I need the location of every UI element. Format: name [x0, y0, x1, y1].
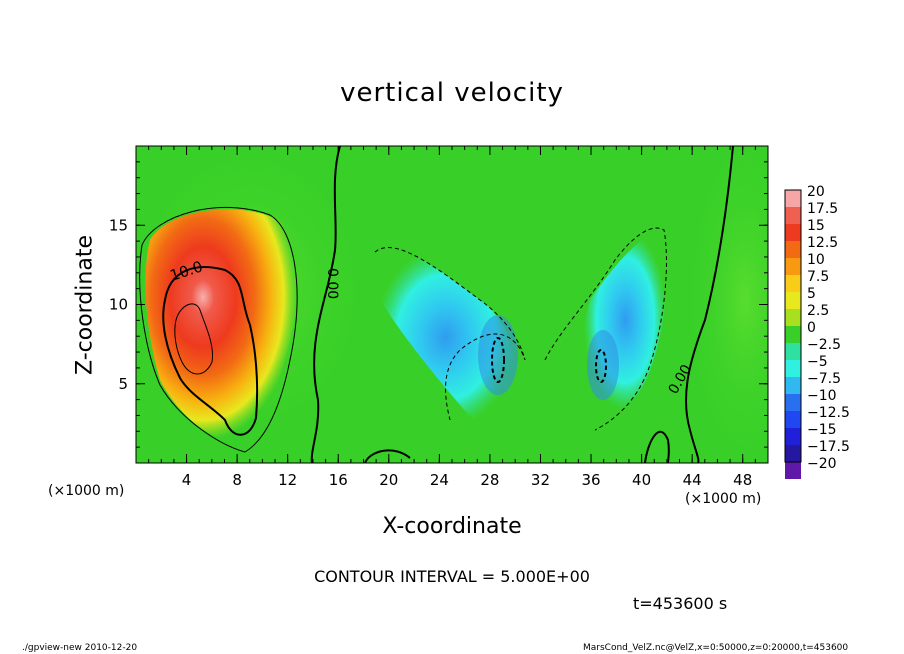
contour-label: 0.00 — [324, 268, 340, 299]
colorbar-swatch — [785, 377, 801, 394]
contour-10 — [162, 266, 259, 436]
y-tick-label: 5 — [118, 375, 128, 393]
colorbar-label: 5 — [807, 286, 816, 302]
colorbar-swatch — [785, 275, 801, 292]
x-tick-label: 48 — [733, 471, 752, 489]
y-axis-label: Z-coordinate — [72, 235, 98, 375]
colorbar-label: 17.5 — [807, 201, 838, 217]
colorbar-swatch — [785, 343, 801, 360]
x-tick-label: 20 — [379, 471, 398, 489]
colorbar: 2017.51512.5107.552.50−2.5−5−7.5−10−12.5… — [784, 184, 850, 479]
colorbar-swatch — [785, 360, 801, 377]
contour-5 — [139, 206, 298, 453]
contour-0-bottom-right — [644, 430, 670, 463]
colorbar-swatch — [785, 190, 801, 207]
y-tick-label: 15 — [109, 216, 128, 234]
colorbar-frame — [784, 189, 802, 463]
contour-0-right — [684, 146, 734, 463]
colorbar-label: −2.5 — [807, 337, 841, 353]
footer-right: MarsCond_VelZ.nc@VelZ,x=0:50000,z=0:2000… — [583, 643, 849, 653]
colorbar-swatch — [785, 207, 801, 224]
downdraft-region-left — [375, 247, 517, 427]
colorbar-label: 20 — [807, 184, 825, 200]
colorbar-swatch — [785, 326, 801, 343]
downdraft-core-right — [587, 330, 619, 400]
x-tick-label: 36 — [581, 471, 600, 489]
x-tick-label: 8 — [232, 471, 242, 489]
contour-0-bottom — [364, 449, 411, 463]
y-tick-label: 10 — [109, 296, 128, 314]
x-tick-label: 16 — [329, 471, 348, 489]
x-tick-label: 28 — [480, 471, 499, 489]
x-unit-left: (×1000 m) — [48, 483, 125, 499]
colorbar-label: 12.5 — [807, 235, 838, 251]
x-unit-right: (×1000 m) — [685, 491, 762, 507]
colorbar-swatch — [785, 462, 801, 479]
contour-15 — [174, 303, 214, 375]
x-tick-label: 4 — [182, 471, 192, 489]
colorbar-swatch — [785, 309, 801, 326]
colorbar-label: 7.5 — [807, 269, 829, 285]
chart-title: vertical velocity — [340, 78, 564, 108]
contour-minus5-left — [491, 337, 505, 383]
contour-0-neg-dashed-left — [374, 247, 526, 421]
x-axis-label: X-coordinate — [382, 514, 522, 539]
colorbar-label: −5 — [807, 354, 828, 370]
colorbar-swatch — [785, 224, 801, 241]
colorbar-label: 0 — [807, 320, 816, 336]
colorbar-label: −12.5 — [807, 405, 850, 421]
colorbar-swatch — [785, 394, 801, 411]
colorbar-label: 15 — [807, 218, 825, 234]
x-tick-label: 32 — [531, 471, 550, 489]
x-tick-label: 40 — [632, 471, 651, 489]
colorbar-label: −7.5 — [807, 371, 841, 387]
heatmap-field — [136, 146, 768, 463]
x-tick-label: 12 — [278, 471, 297, 489]
colorbar-label: 2.5 — [807, 303, 829, 319]
colorbar-swatch — [785, 445, 801, 462]
field-light-green-region — [685, 146, 768, 463]
colorbar-swatch — [785, 241, 801, 258]
contour-0-left — [310, 146, 341, 463]
colorbar-swatch — [785, 258, 801, 275]
contour-minus5-right — [595, 349, 607, 383]
footer-left: ./gpview-new 2010-12-20 — [22, 643, 138, 653]
x-tick-label: 44 — [683, 471, 702, 489]
colorbar-swatch — [785, 428, 801, 445]
colorbar-label: −10 — [807, 388, 837, 404]
colorbar-label: −15 — [807, 422, 837, 438]
contour-interval-text: CONTOUR INTERVAL = 5.000E+00 — [314, 567, 590, 586]
colorbar-label: −20 — [807, 456, 837, 472]
colorbar-label: 10 — [807, 252, 825, 268]
colorbar-swatch — [785, 292, 801, 309]
colorbar-label: −17.5 — [807, 439, 850, 455]
time-label: t=453600 s — [633, 594, 728, 613]
colorbar-swatch — [785, 411, 801, 428]
contour-0-neg-dashed-right — [544, 227, 667, 431]
x-tick-label: 24 — [430, 471, 449, 489]
